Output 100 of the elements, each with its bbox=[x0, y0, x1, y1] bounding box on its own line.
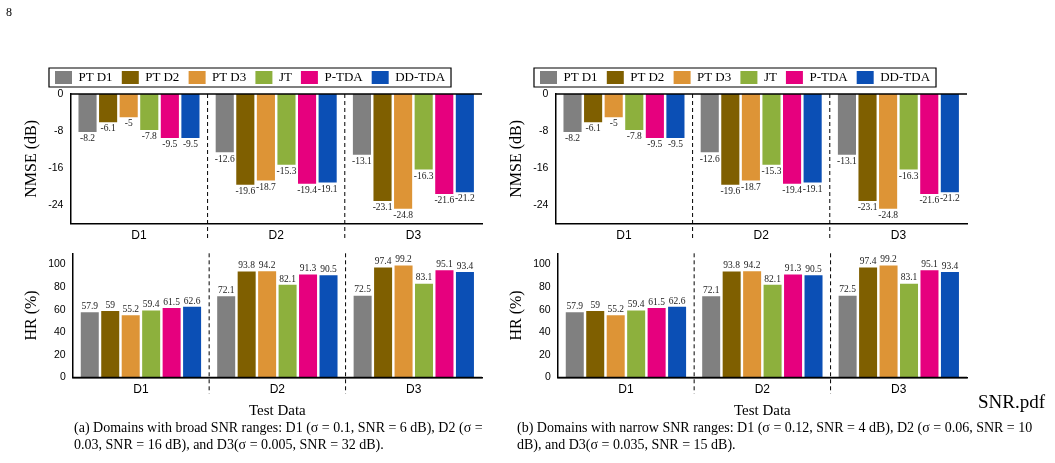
data-label: 57.9 bbox=[566, 300, 584, 311]
data-label: -23.1 bbox=[372, 202, 393, 213]
data-label: -7.8 bbox=[626, 131, 643, 142]
bar bbox=[142, 310, 161, 378]
data-label: 82.1 bbox=[764, 273, 782, 284]
x-tick-label: D3 bbox=[405, 228, 422, 243]
data-label: 61.5 bbox=[163, 296, 181, 307]
data-label: -5 bbox=[124, 118, 133, 129]
data-label: 72.1 bbox=[702, 284, 720, 295]
data-label: 55.2 bbox=[607, 303, 625, 314]
data-label: -7.8 bbox=[141, 131, 158, 142]
y-tick-label: 60 bbox=[54, 302, 66, 315]
data-label: -9.5 bbox=[647, 139, 663, 150]
bar bbox=[920, 270, 939, 378]
legend-label: DD-TDA bbox=[395, 68, 446, 84]
bar bbox=[183, 306, 202, 378]
legend-label: PT D2 bbox=[145, 68, 180, 84]
bar bbox=[565, 312, 584, 378]
y-tick-label: 20 bbox=[539, 347, 551, 360]
bar bbox=[763, 284, 782, 378]
legend-label: PT D1 bbox=[78, 68, 113, 84]
bar bbox=[647, 308, 666, 378]
data-label: -9.5 bbox=[162, 139, 178, 150]
bar bbox=[784, 274, 803, 378]
data-label: -19.4 bbox=[297, 185, 318, 196]
data-label: 57.9 bbox=[81, 300, 99, 311]
y-tick-label: -8 bbox=[539, 123, 549, 136]
data-label: 59.4 bbox=[627, 299, 645, 310]
data-label: -12.6 bbox=[699, 153, 720, 164]
data-label: -9.5 bbox=[182, 139, 199, 150]
y-tick-label: 40 bbox=[54, 325, 66, 338]
bar bbox=[353, 295, 372, 378]
bar bbox=[101, 310, 120, 378]
data-label: -21.2 bbox=[939, 193, 960, 204]
x-tick-label: D2 bbox=[754, 382, 771, 397]
text: SNR.pdf bbox=[978, 391, 1047, 412]
data-label: -9.5 bbox=[667, 139, 684, 150]
bar bbox=[940, 272, 959, 378]
legend-label: P-TDA bbox=[324, 68, 364, 84]
data-label: -6.1 bbox=[585, 123, 601, 134]
data-label: -24.8 bbox=[393, 210, 414, 221]
x-tick-label: D1 bbox=[133, 382, 149, 397]
bar bbox=[237, 271, 256, 378]
bar bbox=[374, 267, 393, 378]
y-tick-label: 60 bbox=[539, 302, 551, 315]
data-label: 99.2 bbox=[395, 254, 413, 265]
legend-label: P-TDA bbox=[809, 68, 849, 84]
data-label: 94.2 bbox=[743, 259, 761, 270]
legend-label: DD-TDA bbox=[880, 68, 931, 84]
data-label: 95.1 bbox=[921, 258, 939, 269]
y-axis-title: HR (%) bbox=[21, 290, 40, 341]
bar bbox=[435, 270, 454, 378]
data-label: -19.1 bbox=[317, 183, 338, 194]
data-label: 91.3 bbox=[299, 263, 317, 274]
x-tick-label: D1 bbox=[616, 228, 632, 243]
y-tick-label: -24 bbox=[48, 197, 64, 210]
legend-label: JT bbox=[278, 68, 292, 84]
y-tick-label: 20 bbox=[54, 347, 66, 360]
x-axis-title: Test Data bbox=[248, 401, 307, 418]
y-tick-label: 0 bbox=[544, 370, 551, 383]
data-label: 72.5 bbox=[839, 284, 857, 295]
data-label: -13.1 bbox=[837, 155, 858, 166]
x-tick-label: D1 bbox=[131, 228, 147, 243]
legend-label: PT D1 bbox=[563, 68, 598, 84]
legend-label: PT D3 bbox=[697, 68, 732, 84]
bar bbox=[319, 275, 338, 378]
data-label: -19.1 bbox=[802, 183, 823, 194]
data-label: 59 bbox=[590, 299, 601, 310]
bar bbox=[415, 283, 434, 378]
data-label: -19.6 bbox=[235, 185, 256, 196]
y-axis-title: NMSE (dB) bbox=[21, 119, 40, 198]
data-label: 82.1 bbox=[279, 273, 297, 284]
data-label: 99.2 bbox=[880, 254, 898, 265]
data-label: 94.2 bbox=[258, 259, 276, 270]
data-label: -24.8 bbox=[878, 210, 899, 221]
x-tick-label: D3 bbox=[891, 382, 907, 397]
data-label: 55.2 bbox=[122, 303, 140, 314]
data-label: -21.6 bbox=[919, 195, 940, 206]
text: (a) Domains with broad SNR ranges: D1 (σ = 0.1, SNR = 6 dB), D2 (σ = 0.03, SNR = 16 dB), and D3(σ = 0.005, SNR = 32 dB). bbox=[74, 419, 484, 453]
data-label: -15.3 bbox=[761, 166, 782, 177]
bar bbox=[121, 315, 140, 378]
legend-label: JT bbox=[763, 68, 777, 84]
bar bbox=[859, 267, 878, 378]
data-label: -12.6 bbox=[214, 153, 235, 164]
data-label: -6.1 bbox=[100, 123, 116, 134]
bar bbox=[743, 271, 762, 378]
bar bbox=[702, 296, 721, 378]
data-label: 72.1 bbox=[217, 284, 235, 295]
data-label: -8.2 bbox=[80, 133, 96, 144]
data-label: 93.4 bbox=[941, 260, 959, 271]
bar bbox=[394, 265, 413, 378]
text: 8 bbox=[6, 4, 13, 21]
bar bbox=[258, 271, 277, 378]
y-tick-label: 80 bbox=[539, 280, 551, 293]
data-label: 93.8 bbox=[238, 260, 256, 271]
bar bbox=[162, 308, 181, 378]
data-label: 62.6 bbox=[668, 295, 686, 306]
legend-label: PT D2 bbox=[630, 68, 665, 84]
bar bbox=[900, 283, 919, 378]
bar bbox=[627, 310, 646, 378]
